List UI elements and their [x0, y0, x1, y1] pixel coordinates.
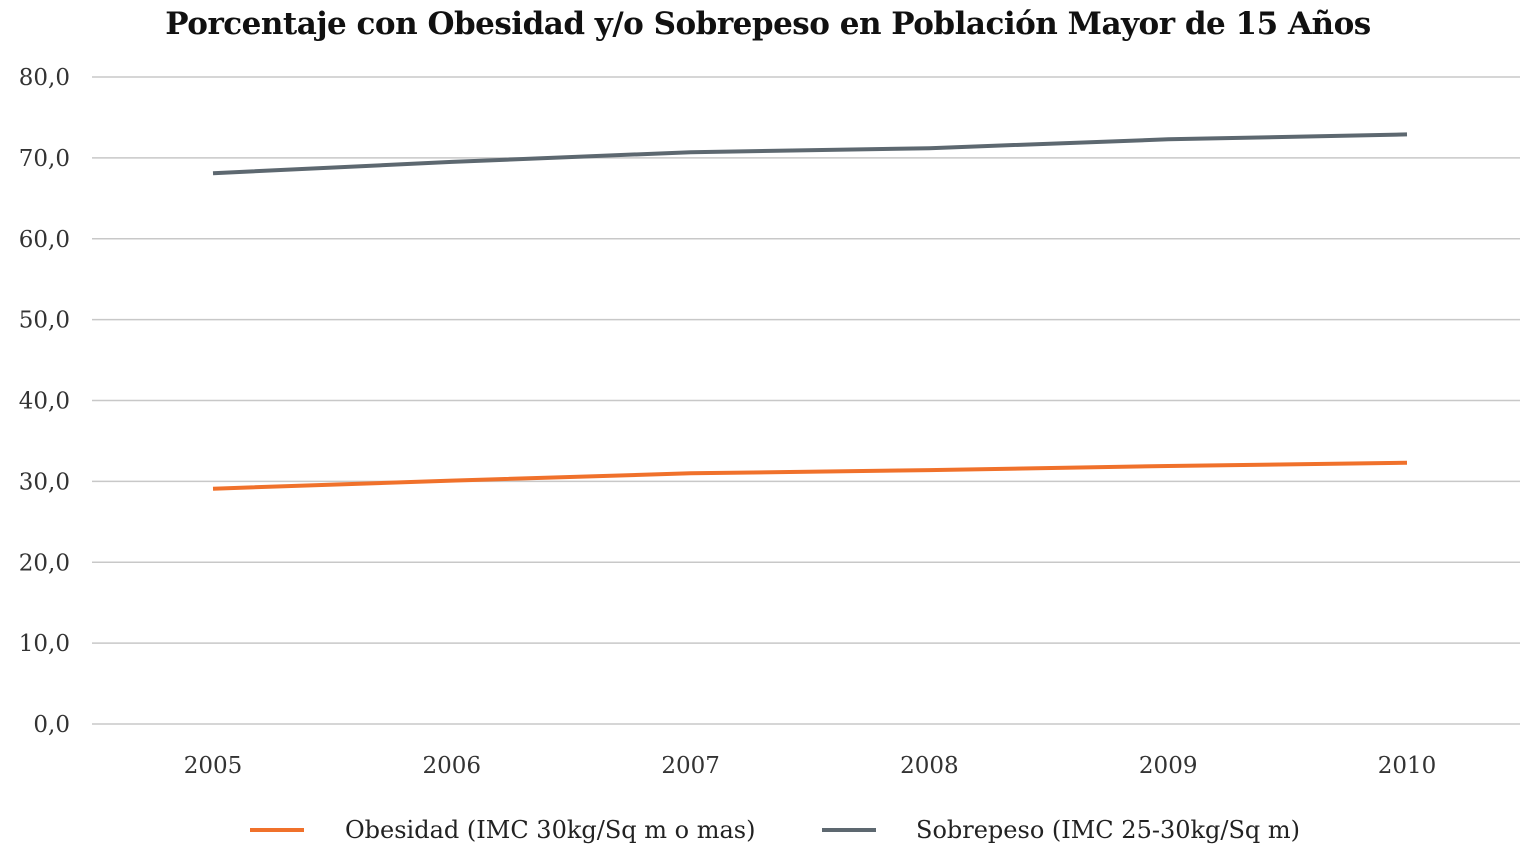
series-line-obesidad: [212, 460, 1408, 491]
x-tick-label: 2007: [661, 753, 720, 779]
y-tick-label: 80,0: [19, 65, 70, 91]
y-tick-label: 70,0: [19, 146, 70, 172]
x-axis-ticks: 2005 2006 2007 2008 2009 2010: [184, 753, 1437, 779]
y-tick-label: 60,0: [19, 227, 70, 253]
y-tick-label: 50,0: [19, 308, 70, 334]
y-tick-label: 40,0: [19, 389, 70, 415]
x-tick-label: 2008: [900, 753, 959, 779]
x-tick-label: 2006: [423, 753, 482, 779]
chart-title: Porcentaje con Obesidad y/o Sobrepeso en…: [165, 6, 1371, 42]
y-tick-label: 10,0: [19, 631, 70, 657]
legend-label: Sobrepeso (IMC 25-30kg/Sq m): [916, 816, 1300, 844]
y-tick-label: 20,0: [19, 550, 70, 576]
x-tick-label: 2009: [1139, 753, 1198, 779]
series-line-sobrepeso: [212, 132, 1408, 176]
y-tick-label: 0,0: [33, 712, 70, 738]
y-tick-label: 30,0: [19, 469, 70, 495]
gridlines: [92, 76, 1520, 725]
series-lines: [212, 132, 1408, 491]
x-tick-label: 2005: [184, 753, 243, 779]
legend: Obesidad (IMC 30kg/Sq m o mas) Sobrepeso …: [250, 816, 1300, 844]
y-axis-ticks: 0,0 10,0 20,0 30,0 40,0 50,0 60,0 70,0 80,0: [19, 65, 70, 738]
x-tick-label: 2010: [1378, 753, 1437, 779]
legend-label: Obesidad (IMC 30kg/Sq m o mas): [345, 816, 755, 844]
